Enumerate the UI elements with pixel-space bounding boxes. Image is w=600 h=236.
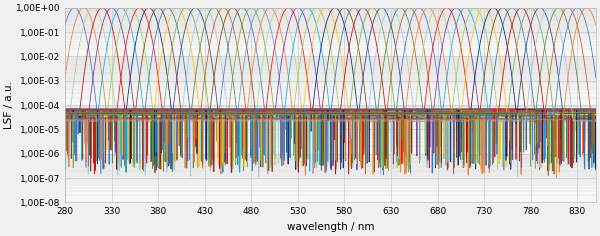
Bar: [65, 56, 596, 81]
Bar: [65, 105, 596, 129]
Bar: [65, 178, 596, 202]
Bar: [65, 8, 596, 32]
Bar: [65, 81, 596, 105]
X-axis label: wavelength / nm: wavelength / nm: [287, 222, 374, 232]
Y-axis label: LSF / a.u.: LSF / a.u.: [4, 81, 14, 129]
Bar: [65, 154, 596, 178]
Bar: [65, 32, 596, 56]
Bar: [65, 129, 596, 154]
